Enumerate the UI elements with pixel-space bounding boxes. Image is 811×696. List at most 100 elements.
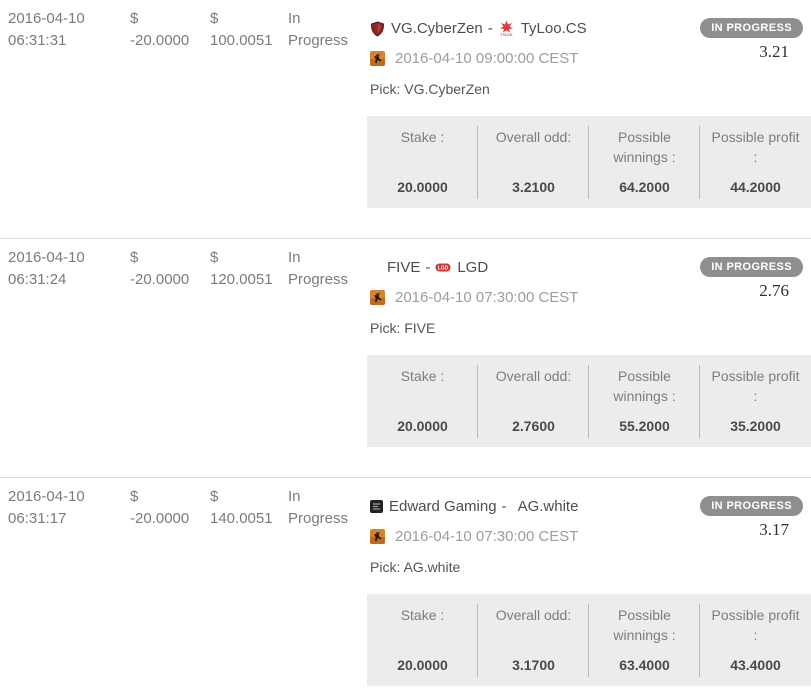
in-progress-badge: IN PROGRESS [700, 496, 803, 516]
placed-time: 06:31:31 [8, 32, 67, 49]
placed-datetime: 2016-04-10 06:31:24 [0, 247, 130, 447]
stake-cell: Stake : 20.0000 [367, 116, 478, 208]
vs-separator: - [501, 498, 507, 515]
balance-after: $ 100.0051 [210, 8, 288, 208]
bet-row: 2016-04-10 06:31:31 $ -20.0000 $ 100.005… [0, 0, 811, 238]
match-schedule: 2016-04-10 07:30:00 CEST [367, 287, 578, 308]
match-schedule: 2016-04-10 07:30:00 CEST [367, 526, 578, 547]
odds-value: 2.76 [759, 281, 789, 300]
bet-details: FIVE - LGD LGD 2016-04-10 07:30:00 CEST [367, 247, 811, 447]
possible-winnings-label: Possible winnings : [613, 368, 676, 404]
bet-status: In Progress [288, 488, 349, 527]
overall-odd-label: Overall odd: [495, 368, 572, 384]
possible-profit-label: Possible profit : [711, 368, 800, 404]
stake-value: 20.0000 [397, 418, 448, 434]
amount-value: -20.0000 [130, 271, 190, 288]
overall-odd-value: 3.1700 [512, 657, 555, 673]
team1-name: VG.CyberZen [391, 20, 483, 37]
possible-winnings-cell: Possible winnings : 55.2000 [589, 355, 700, 447]
svg-text:TYLOO: TYLOO [500, 33, 512, 37]
overall-odd-value: 2.7600 [512, 418, 555, 434]
possible-winnings-label: Possible winnings : [613, 607, 676, 643]
placed-time: 06:31:17 [8, 510, 67, 527]
stake-label: Stake : [400, 368, 445, 384]
placed-datetime: 2016-04-10 06:31:17 [0, 486, 130, 686]
balance-after: $ 140.0051 [210, 486, 288, 686]
currency-symbol: $ [210, 488, 219, 505]
possible-profit-cell: Possible profit : 43.4000 [700, 594, 811, 686]
possible-winnings-cell: Possible winnings : 63.4000 [589, 594, 700, 686]
tyloo-logo-icon: TYLOO [498, 20, 515, 37]
bet-amount: $ -20.0000 [130, 8, 210, 208]
csgo-game-icon [370, 51, 385, 66]
currency-symbol: $ [210, 249, 219, 266]
stake-value: 20.0000 [397, 179, 448, 195]
possible-profit-cell: Possible profit : 44.2000 [700, 116, 811, 208]
stake-value: 20.0000 [397, 657, 448, 673]
csgo-game-icon [370, 290, 385, 305]
balance-value: 120.0051 [210, 271, 273, 288]
bet-stats-table: Stake : 20.0000 Overall odd: 3.1700 Poss… [367, 594, 811, 686]
possible-profit-cell: Possible profit : 35.2000 [700, 355, 811, 447]
placed-date: 2016-04-10 [8, 249, 85, 266]
currency-symbol: $ [210, 10, 219, 27]
possible-winnings-value: 64.2000 [619, 179, 670, 195]
amount-value: -20.0000 [130, 32, 190, 49]
svg-text:LGD: LGD [438, 266, 449, 272]
balance-value: 140.0051 [210, 510, 273, 527]
currency-symbol: $ [130, 488, 139, 505]
vg-cyberzen-logo-icon [370, 20, 385, 37]
currency-symbol: $ [130, 10, 139, 27]
bet-status: In Progress [288, 10, 349, 49]
team1-name: FIVE [387, 259, 421, 276]
possible-profit-label: Possible profit : [711, 607, 800, 643]
balance-after: $ 120.0051 [210, 247, 288, 447]
stake-label: Stake : [400, 607, 445, 623]
odds-value: 3.17 [759, 520, 789, 539]
bet-details: VG.CyberZen - TYLOO TyLoo.CS 2016-04-10 … [367, 8, 811, 208]
lgd-logo-icon: LGD [435, 263, 451, 272]
overall-odd-label: Overall odd: [495, 607, 572, 623]
overall-odd-label: Overall odd: [495, 129, 572, 145]
currency-symbol: $ [130, 249, 139, 266]
possible-winnings-value: 55.2000 [619, 418, 670, 434]
match-title: VG.CyberZen - TYLOO TyLoo.CS [367, 18, 587, 39]
match-datetime: 2016-04-10 07:30:00 CEST [395, 528, 579, 545]
stake-cell: Stake : 20.0000 [367, 355, 478, 447]
bet-row: 2016-04-10 06:31:24 $ -20.0000 $ 120.005… [0, 238, 811, 477]
match-schedule: 2016-04-10 09:00:00 CEST [367, 48, 587, 69]
pick-label: Pick: AG.white [370, 559, 461, 575]
placed-date: 2016-04-10 [8, 488, 85, 505]
bet-details: Edward Gaming - AG.white 2016-04-10 07:3… [367, 486, 811, 686]
team2-name: LGD [457, 259, 489, 276]
vs-separator: - [425, 259, 431, 276]
possible-winnings-label: Possible winnings : [613, 129, 676, 165]
bet-amount: $ -20.0000 [130, 247, 210, 447]
pick-label: Pick: VG.CyberZen [370, 81, 490, 97]
possible-winnings-cell: Possible winnings : 64.2000 [589, 116, 700, 208]
stake-label: Stake : [400, 129, 445, 145]
edward-gaming-logo-icon [370, 500, 383, 513]
possible-profit-label: Possible profit : [711, 129, 800, 165]
overall-odd-value: 3.2100 [512, 179, 555, 195]
bet-stats-table: Stake : 20.0000 Overall odd: 3.2100 Poss… [367, 116, 811, 208]
vs-separator: - [487, 20, 493, 37]
odds-value: 3.21 [759, 42, 789, 61]
bet-amount: $ -20.0000 [130, 486, 210, 686]
match-title: Edward Gaming - AG.white [367, 496, 578, 517]
possible-profit-value: 35.2000 [730, 418, 781, 434]
team1-name: Edward Gaming [389, 498, 497, 515]
in-progress-badge: IN PROGRESS [700, 257, 803, 277]
match-datetime: 2016-04-10 09:00:00 CEST [395, 50, 579, 67]
amount-value: -20.0000 [130, 510, 190, 527]
possible-profit-value: 43.4000 [730, 657, 781, 673]
stake-cell: Stake : 20.0000 [367, 594, 478, 686]
in-progress-badge: IN PROGRESS [700, 18, 803, 38]
possible-profit-value: 44.2000 [730, 179, 781, 195]
team2-name: AG.white [517, 498, 579, 515]
placed-datetime: 2016-04-10 06:31:31 [0, 8, 130, 208]
bet-status: In Progress [288, 249, 349, 288]
pick-label: Pick: FIVE [370, 320, 436, 336]
team2-name: TyLoo.CS [520, 20, 587, 37]
